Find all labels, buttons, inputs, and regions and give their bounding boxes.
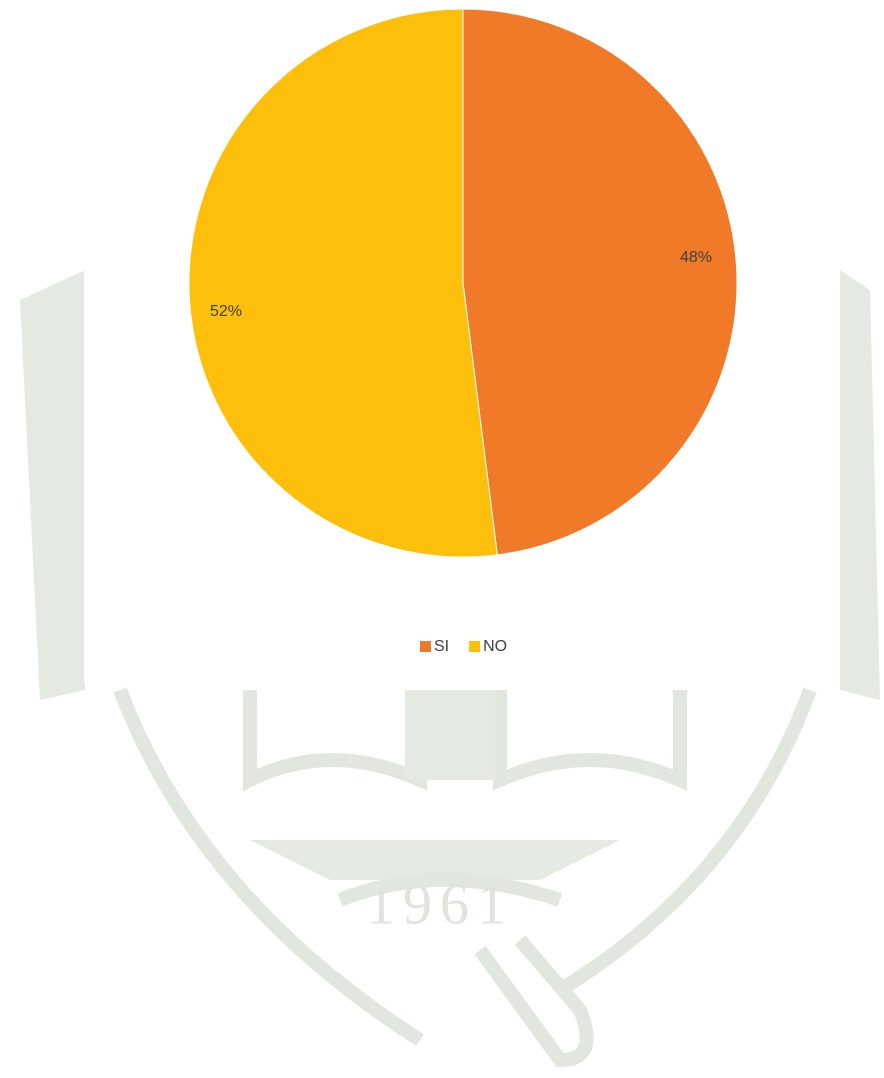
legend-swatch — [420, 641, 431, 652]
data-label: 52% — [210, 303, 242, 320]
watermark-arc — [113, 687, 424, 1046]
watermark-text: 1961 — [366, 871, 514, 936]
watermark-shape — [20, 270, 85, 700]
watermark-shape — [840, 270, 880, 700]
watermark-ribbon — [337, 873, 563, 907]
plot: 48% 52% SI NO — [188, 8, 738, 655]
pie-slice — [462, 8, 738, 556]
watermark: 1961 — [20, 270, 880, 1068]
legend-label: SI — [434, 638, 449, 655]
legend-label: NO — [483, 638, 507, 655]
watermark-book — [243, 690, 427, 792]
pie-slice — [188, 8, 498, 558]
watermark-key — [474, 935, 594, 1068]
watermark-tower — [405, 690, 495, 780]
watermark-base — [250, 840, 620, 880]
data-label: 48% — [680, 249, 712, 266]
legend-swatch — [469, 641, 481, 652]
watermark-arc — [556, 687, 817, 996]
watermark-book — [493, 690, 687, 791]
